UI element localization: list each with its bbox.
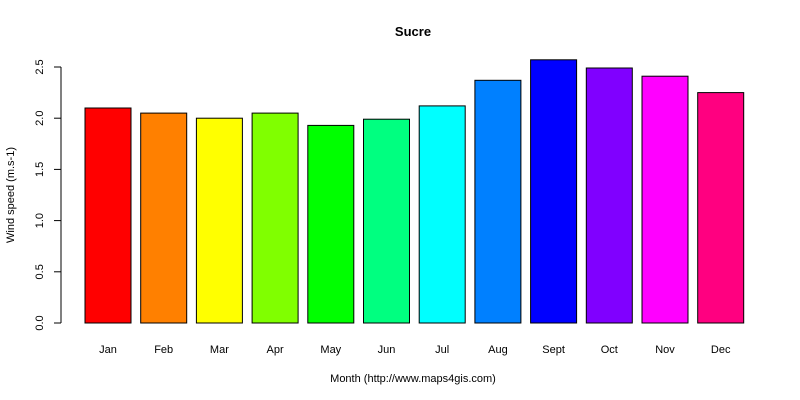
bar-oct [585,67,633,324]
bar-mar [195,117,243,324]
x-axis-label: Month (http://www.maps4gis.com) [330,373,496,385]
x-tick-label: Jul [435,344,449,356]
x-tick-label: Nov [655,344,675,356]
bar-jun [363,118,410,324]
bar-sept [530,59,578,324]
x-tick-label: Oct [601,344,618,356]
bar-dec [697,92,745,324]
y-tick-label: 2.5 [34,59,46,74]
bars-group [84,59,745,324]
y-axis: 0.0 0.5 1.0 1.5 2.0 2.5 [34,59,62,331]
x-tick-label: Jan [99,344,117,356]
y-tick-label: 1.5 [34,162,46,177]
x-tick-label: Aug [488,344,508,356]
x-tick-label: Mar [210,344,229,356]
x-tick-label: May [320,344,341,356]
bar-aug [474,79,522,324]
bar-jan [84,107,132,324]
x-tick-label: Feb [154,344,173,356]
y-tick-label: 1.0 [34,213,46,228]
bar-nov [641,75,689,324]
x-tick-label: Apr [267,344,284,356]
x-axis: Jan Feb Mar Apr May Jun Jul Aug Sept Oct Nov Dec [99,344,731,356]
y-axis-label: Wind speed (m.s-1) [5,147,17,243]
bar-feb [140,112,188,324]
y-tick-label: 0.0 [34,315,46,330]
bar-apr [251,112,299,324]
x-tick-label: Sept [542,344,565,356]
bar-jul [418,105,466,324]
bar-may [307,124,355,324]
y-tick-label: 2.0 [34,111,46,126]
x-tick-label: Dec [711,344,731,356]
y-tick-label: 0.5 [34,264,46,279]
x-tick-label: Jun [378,344,396,356]
chart-title: Sucre [395,24,431,39]
